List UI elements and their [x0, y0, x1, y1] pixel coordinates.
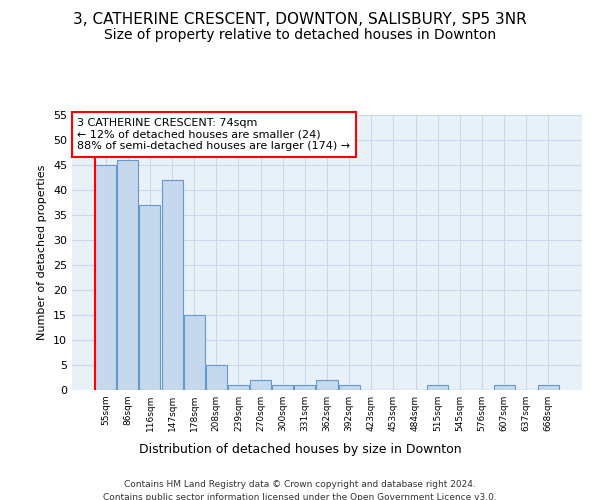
Bar [316, 380, 338, 390]
Text: 3, CATHERINE CRESCENT, DOWNTON, SALISBURY, SP5 3NR: 3, CATHERINE CRESCENT, DOWNTON, SALISBUR… [73, 12, 527, 28]
Text: 3 CATHERINE CRESCENT: 74sqm
← 12% of detached houses are smaller (24)
88% of sem: 3 CATHERINE CRESCENT: 74sqm ← 12% of det… [77, 118, 350, 151]
Text: Size of property relative to detached houses in Downton: Size of property relative to detached ho… [104, 28, 496, 42]
Text: Distribution of detached houses by size in Downton: Distribution of detached houses by size … [139, 442, 461, 456]
Bar [338, 385, 359, 390]
Bar [95, 165, 116, 390]
Bar [206, 365, 227, 390]
Bar [139, 205, 160, 390]
Y-axis label: Number of detached properties: Number of detached properties [37, 165, 47, 340]
Bar [538, 385, 559, 390]
Bar [494, 385, 515, 390]
Bar [161, 180, 182, 390]
Text: Contains HM Land Registry data © Crown copyright and database right 2024.
Contai: Contains HM Land Registry data © Crown c… [103, 480, 497, 500]
Bar [272, 385, 293, 390]
Bar [228, 385, 249, 390]
Bar [295, 385, 316, 390]
Bar [118, 160, 139, 390]
Bar [184, 315, 205, 390]
Bar [250, 380, 271, 390]
Bar [427, 385, 448, 390]
